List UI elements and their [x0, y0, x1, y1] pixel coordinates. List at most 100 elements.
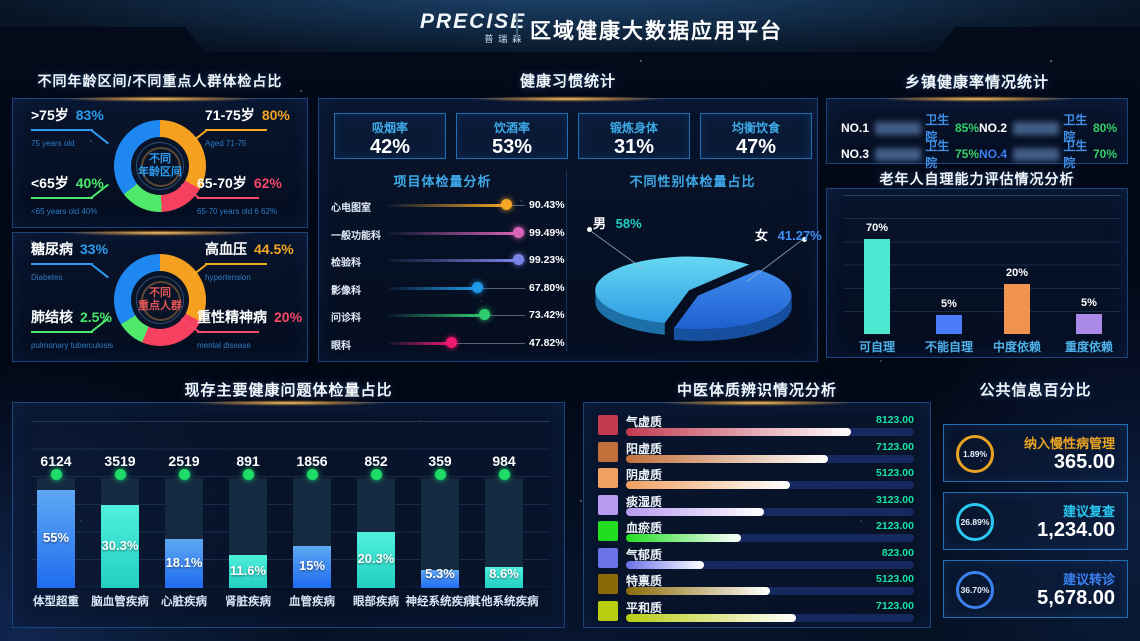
problem-bar-percent: 15%: [298, 558, 326, 573]
habit-stat-label: 吸烟率: [371, 121, 408, 135]
problem-bar-track-4: [293, 478, 331, 588]
tcm-constitution-label: 平和质: [626, 600, 663, 615]
tcm-value: 823.00: [881, 546, 914, 559]
donut-callout-text: 71-75岁 80%: [205, 105, 335, 125]
habit-stat-3: 均衡饮食 47%: [700, 113, 812, 159]
pie-svg: [595, 256, 792, 342]
problem-bar-track-5: [357, 478, 395, 588]
donut-callout-label: <65岁: [31, 175, 69, 191]
card-value: 1,234.00: [1037, 519, 1115, 541]
problem-bar-category: 体型超重: [33, 596, 79, 608]
tcm-swatch: [598, 547, 618, 568]
gender-pie-chart: 男 58% 女 41.27%: [559, 216, 822, 353]
percent-ring: 26.89%: [956, 503, 994, 541]
exam-row-rest-line: [450, 342, 525, 344]
tcm-bar-track: [626, 428, 914, 436]
township-name-redacted: [875, 121, 922, 135]
problem-bar-count: 6124: [40, 453, 72, 469]
donut-callout-label: 肺结核: [31, 309, 73, 325]
elderly-bar-0: [864, 239, 890, 334]
habit-stat-label: 锻炼身体: [609, 121, 658, 135]
exam-row-label: 眼科: [331, 340, 351, 352]
donut-callout-text: 高血压 44.5%: [205, 239, 335, 259]
section-title-demographics: 不同年龄区间/不同重点人群体检占比: [37, 73, 283, 89]
elderly-bar-2: [1004, 284, 1030, 334]
gold-streak: [657, 400, 857, 406]
vertical-divider: [566, 171, 567, 351]
tcm-constitution-label: 阳虚质: [626, 441, 663, 456]
problem-bar-category: 神经系统疾病: [405, 596, 475, 608]
problem-bar-track-2: [165, 478, 203, 588]
problem-bar-track-7: [485, 478, 523, 588]
donut-callout-label: >75岁: [31, 107, 69, 123]
header-bar: PRECISE 普瑞森 区域健康大数据应用平台: [0, 0, 1140, 52]
female-leader-dot: [802, 237, 807, 242]
problem-bar-track-3: [229, 478, 267, 588]
tcm-bar-fill: [626, 481, 791, 489]
callout-line: [31, 317, 109, 333]
donut-callout-value: 40%: [75, 175, 104, 191]
township-name-redacted: [1013, 121, 1060, 135]
problem-bar-category: 血管疾病: [289, 596, 335, 608]
township-name-redacted: [1013, 147, 1060, 161]
elderly-bar-value: 5%: [941, 298, 957, 310]
callout-line: [181, 183, 259, 199]
tcm-value: 5123.00: [876, 573, 914, 585]
habit-stat-value: 53%: [491, 136, 533, 158]
tcm-row-4: 血瘀质 2123.00: [598, 519, 914, 545]
tcm-row-1: 阳虚质 7123.00: [598, 440, 914, 466]
tcm-bar-fill: [626, 454, 828, 463]
donut-callout-2: 肺结核 2.5% pulmonary tuberculosis: [31, 307, 161, 350]
callout-line: [181, 317, 259, 333]
exam-row-label: 一般功能科: [331, 230, 381, 242]
panel-age-donut: 不同 年龄区间 >75岁 83% 75 years old 71-75岁 80% Aged…: [12, 96, 308, 228]
donut-callout-3: 重性精神病 20% mental disease: [181, 307, 327, 350]
habit-stat-0: 吸烟率 42%: [334, 113, 446, 159]
page-title: 区域健康大数据应用平台: [530, 20, 783, 43]
exam-row-5: 眼科 47.82%: [331, 335, 571, 352]
tcm-constitution-label: 阴虚质: [626, 468, 663, 482]
problem-bar-dot: [114, 469, 126, 480]
section-title-tcm: 中医体质辨识情况分析: [676, 382, 837, 399]
tcm-swatch: [598, 468, 618, 488]
exam-row-value: 47.82%: [529, 336, 565, 349]
percent-ring: 36.70%: [956, 571, 994, 609]
tcm-bar-track: [626, 481, 914, 489]
exam-row-1: 一般功能科 99.49%: [331, 225, 571, 242]
elderly-bar-1: [936, 315, 962, 334]
brand-logo: PRECISE 普瑞森: [420, 11, 526, 44]
problem-bar-count: 359: [428, 453, 452, 469]
problem-bar-track-0: [37, 478, 75, 588]
township-entry: NO.1 卫生院 85%: [841, 111, 979, 145]
tcm-value: 2123.00: [876, 520, 914, 532]
gold-streak: [468, 96, 668, 102]
donut-callout-0: >75岁 83% 75 years old: [31, 105, 161, 148]
elderly-bar-category: 不能自理: [924, 340, 973, 354]
male-leader-dot: [587, 227, 592, 232]
exam-row-0: 心电图室 90.43%: [331, 197, 571, 214]
tcm-bar-track: [626, 560, 914, 569]
problem-bar-count: 891: [236, 453, 260, 469]
header-divider: [516, 13, 518, 41]
donut-callout-label: 71-75岁: [205, 107, 255, 123]
tcm-swatch: [598, 574, 618, 594]
elderly-bar-value: 5%: [1081, 297, 1097, 309]
donut-callout-label: 65-70岁: [197, 175, 247, 191]
donut-callout-subtext: mental disease: [197, 341, 251, 350]
gold-streak: [877, 96, 1077, 102]
donut-callout-value: 80%: [261, 107, 290, 123]
donut-callout-subtext: <65 years old 40%: [31, 207, 98, 216]
group-donut-center-label: 不同 重点人群: [138, 287, 182, 312]
tcm-bar-track: [626, 613, 914, 622]
tcm-bar-fill: [626, 428, 851, 436]
tcm-value: 7123.00: [876, 599, 914, 612]
township-name-redacted: [875, 147, 922, 161]
exam-row-dot: [513, 226, 525, 238]
exam-row-value: 90.43%: [529, 199, 565, 211]
logo-subtext: 普瑞森: [484, 34, 527, 44]
problem-bar-fill: [101, 505, 139, 588]
tcm-bar-track: [626, 534, 914, 542]
habit-stat-1: 饮酒率 53%: [456, 113, 568, 159]
tcm-bar-track: [626, 587, 914, 595]
